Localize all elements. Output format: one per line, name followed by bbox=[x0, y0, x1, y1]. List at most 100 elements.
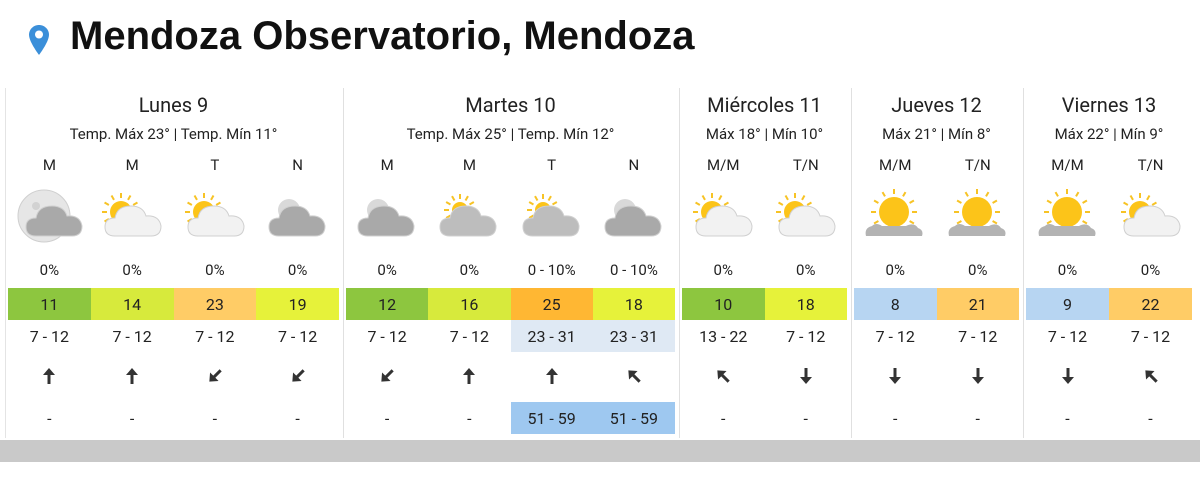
period-label: T/N bbox=[792, 156, 819, 174]
wind-direction bbox=[511, 366, 593, 388]
wind-direction bbox=[937, 366, 1020, 388]
weather-icon bbox=[1109, 184, 1192, 246]
wind-direction bbox=[346, 366, 428, 388]
period-label: M bbox=[380, 156, 394, 174]
wind-direction bbox=[91, 366, 174, 388]
wind-speed: 7 - 12 bbox=[277, 326, 318, 346]
temperature: 18 bbox=[592, 288, 675, 320]
wind-speed: 7 - 12 bbox=[786, 326, 826, 346]
forecast-table bbox=[5, 88, 1196, 438]
precipitation: 0% bbox=[885, 261, 905, 279]
precipitation: 0% bbox=[1057, 261, 1078, 279]
precipitation: 0% bbox=[968, 261, 988, 279]
wind-speed: 13 - 22 bbox=[699, 326, 748, 346]
wind-speed: 7 - 12 bbox=[1130, 326, 1171, 346]
period-label: M/M bbox=[1051, 156, 1084, 174]
day-temps: Temp. Máx 25° | Temp. Mín 12° bbox=[406, 125, 615, 143]
period-label: M bbox=[125, 156, 139, 174]
precipitation: 0% bbox=[796, 261, 816, 279]
title: Mendoza Observatorio, Mendoza bbox=[70, 14, 695, 58]
day-temps: Máx 18° | Mín 10° bbox=[705, 125, 824, 143]
period-label: T bbox=[547, 156, 557, 174]
period-label: N bbox=[628, 156, 640, 174]
precipitation: 0% bbox=[205, 261, 225, 279]
wind-gust: - bbox=[1148, 408, 1153, 428]
column-separator bbox=[851, 88, 852, 438]
wind-speed: 7 - 12 bbox=[29, 326, 70, 346]
weather-icon bbox=[428, 184, 510, 246]
temperature: 9 bbox=[1026, 288, 1109, 320]
day-name: Jueves 12 bbox=[891, 93, 982, 117]
wind-gust: - bbox=[975, 408, 980, 428]
wind-speed: 23 - 31 bbox=[592, 320, 675, 352]
day-temps: Máx 22° | Mín 9° bbox=[1054, 125, 1164, 143]
precipitation: 0% bbox=[39, 261, 60, 279]
weather-icon bbox=[682, 184, 765, 246]
wind-direction bbox=[8, 366, 91, 388]
temperature: 25 bbox=[510, 288, 593, 320]
wind-direction bbox=[256, 366, 339, 388]
day-name: Miércoles 11 bbox=[707, 93, 822, 117]
wind-direction bbox=[428, 366, 510, 388]
weather-icon bbox=[256, 184, 339, 246]
weather-icon bbox=[1026, 184, 1109, 246]
wind-direction bbox=[682, 366, 765, 388]
wind-direction bbox=[1109, 366, 1192, 388]
temperature: 21 bbox=[936, 288, 1019, 320]
wind-speed: 7 - 12 bbox=[1047, 326, 1088, 346]
wind-gust: - bbox=[129, 408, 135, 428]
column-separator bbox=[1023, 88, 1024, 438]
period-label: M bbox=[462, 156, 476, 174]
wind-speed: 7 - 12 bbox=[875, 326, 915, 346]
precipitation: 0% bbox=[459, 261, 480, 279]
precipitation: 0% bbox=[287, 261, 308, 279]
wind-gust: - bbox=[47, 408, 52, 428]
period-label: T/N bbox=[1137, 156, 1164, 174]
period-label: M/M bbox=[707, 156, 740, 174]
column-separator bbox=[679, 88, 680, 438]
precipitation: 0% bbox=[1140, 261, 1161, 279]
wind-speed: 7 - 12 bbox=[367, 326, 407, 346]
weather-icon bbox=[511, 184, 593, 246]
column-separator bbox=[343, 88, 344, 438]
precipitation: 0% bbox=[377, 261, 397, 279]
wind-gust: - bbox=[803, 408, 808, 428]
wind-gust: - bbox=[893, 408, 898, 428]
temperature: 12 bbox=[346, 288, 429, 320]
wind-direction bbox=[765, 366, 848, 388]
temperature: 18 bbox=[764, 288, 847, 320]
period-label: N bbox=[292, 156, 303, 174]
precipitation: 0% bbox=[713, 261, 733, 279]
wind-direction bbox=[1026, 366, 1109, 388]
location-pin bbox=[29, 25, 49, 55]
precipitation: 0 - 10% bbox=[527, 261, 576, 279]
wind-gust: - bbox=[212, 408, 218, 428]
wind-gust: - bbox=[721, 408, 726, 428]
temperature: 11 bbox=[8, 288, 91, 320]
wind-speed: 7 - 12 bbox=[195, 326, 235, 346]
temperature: 22 bbox=[1109, 288, 1192, 320]
wind-speed: 23 - 31 bbox=[510, 320, 593, 352]
wind-gust: 51 - 59 bbox=[510, 402, 593, 434]
wind-gust: - bbox=[1065, 408, 1070, 428]
weather-icon bbox=[91, 184, 174, 246]
wind-gust: - bbox=[384, 408, 390, 428]
precipitation: 0% bbox=[122, 261, 142, 279]
wind-direction bbox=[854, 366, 937, 388]
day-temps: Temp. Máx 23° | Temp. Mín 11° bbox=[69, 125, 278, 143]
day-name: Viernes 13 bbox=[1061, 93, 1157, 117]
weather-icon bbox=[937, 184, 1020, 246]
period-label: M bbox=[42, 156, 56, 174]
weather-icon bbox=[593, 184, 675, 246]
scrollbar[interactable] bbox=[0, 440, 1200, 462]
wind-speed: 7 - 12 bbox=[958, 326, 998, 346]
temperature: 14 bbox=[90, 288, 174, 320]
temperature: 23 bbox=[173, 288, 257, 320]
period-label: T bbox=[210, 156, 220, 174]
weather-icon bbox=[346, 184, 428, 246]
day-temps: Máx 21° | Mín 8° bbox=[882, 125, 991, 143]
wind-speed: 7 - 12 bbox=[112, 326, 152, 346]
temperature: 10 bbox=[682, 288, 765, 320]
wind-gust: 51 - 59 bbox=[592, 402, 675, 434]
